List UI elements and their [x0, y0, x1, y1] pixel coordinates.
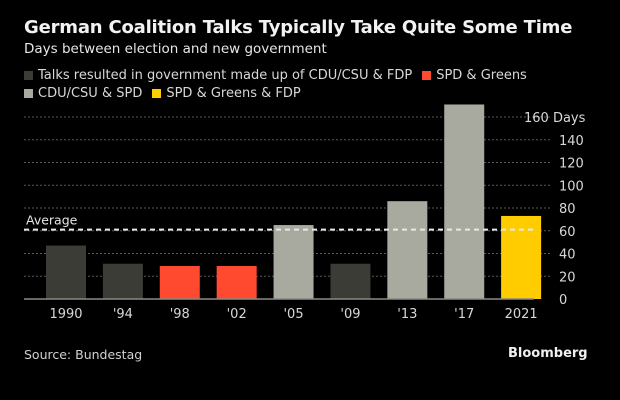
y-tick-label: 60: [559, 225, 576, 240]
bar-2021: [501, 215, 542, 299]
x-tick-label: '09: [340, 307, 360, 322]
legend-label-spd-greens-fdp: SPD & Greens & FDP: [166, 86, 301, 101]
y-tick-label: 20: [559, 270, 576, 285]
legend-swatch-cdu-spd: [24, 89, 33, 98]
y-tick-label: 140: [559, 134, 584, 149]
bar-1990: [46, 245, 86, 299]
legend-item-cdu-spd: CDU/CSU & SPD: [24, 86, 142, 101]
legend-row-2: CDU/CSU & SPD SPD & Greens & FDP: [24, 86, 311, 101]
legend-swatch-cdu-fdp: [24, 71, 33, 80]
bar-94: [102, 263, 143, 299]
x-tick-label: 2021: [505, 307, 538, 322]
x-tick-label: '98: [170, 307, 190, 322]
y-tick-label: 80: [559, 202, 576, 217]
legend-row-1: Talks resulted in government made up of …: [24, 68, 537, 83]
y-tick-label: 120: [559, 157, 584, 172]
y-tick-label: 160 Days: [524, 111, 586, 126]
source-note: Source: Bundestag: [24, 347, 143, 362]
legend-item-cdu-fdp: Talks resulted in government made up of …: [24, 68, 412, 83]
legend-label-cdu-spd: CDU/CSU & SPD: [38, 86, 143, 101]
x-tick-label: '05: [283, 307, 303, 322]
legend-swatch-spd-greens-fdp: [152, 89, 162, 98]
x-tick-label: 1990: [49, 307, 82, 322]
x-tick-label: '17: [454, 307, 474, 322]
bar-05: [273, 225, 314, 299]
average-label: Average: [26, 213, 78, 228]
chart-subtitle: Days between election and new government: [24, 41, 327, 57]
chart-title: German Coalition Talks Typically Take Qu…: [24, 17, 573, 38]
y-tick-label: 40: [559, 248, 576, 263]
x-tick-label: '02: [227, 307, 247, 322]
x-tick-label: '13: [397, 307, 417, 322]
x-tick-label: '94: [113, 307, 133, 322]
bar-09: [330, 263, 371, 299]
legend-label-cdu-fdp: Talks resulted in government made up of …: [38, 68, 413, 83]
bar-02: [216, 266, 257, 299]
bar-98: [159, 266, 200, 299]
legend-item-spd-greens: SPD & Greens: [422, 68, 527, 83]
y-tick-label: 100: [559, 179, 584, 194]
brand-logo: Bloomberg: [508, 346, 588, 361]
legend-item-spd-greens-fdp: SPD & Greens & FDP: [152, 86, 301, 101]
bar-13: [387, 201, 428, 299]
legend-label-spd-greens: SPD & Greens: [436, 68, 527, 83]
legend-swatch-spd-greens: [422, 71, 432, 80]
bar-17: [444, 104, 485, 299]
y-tick-label: 0: [559, 293, 567, 308]
